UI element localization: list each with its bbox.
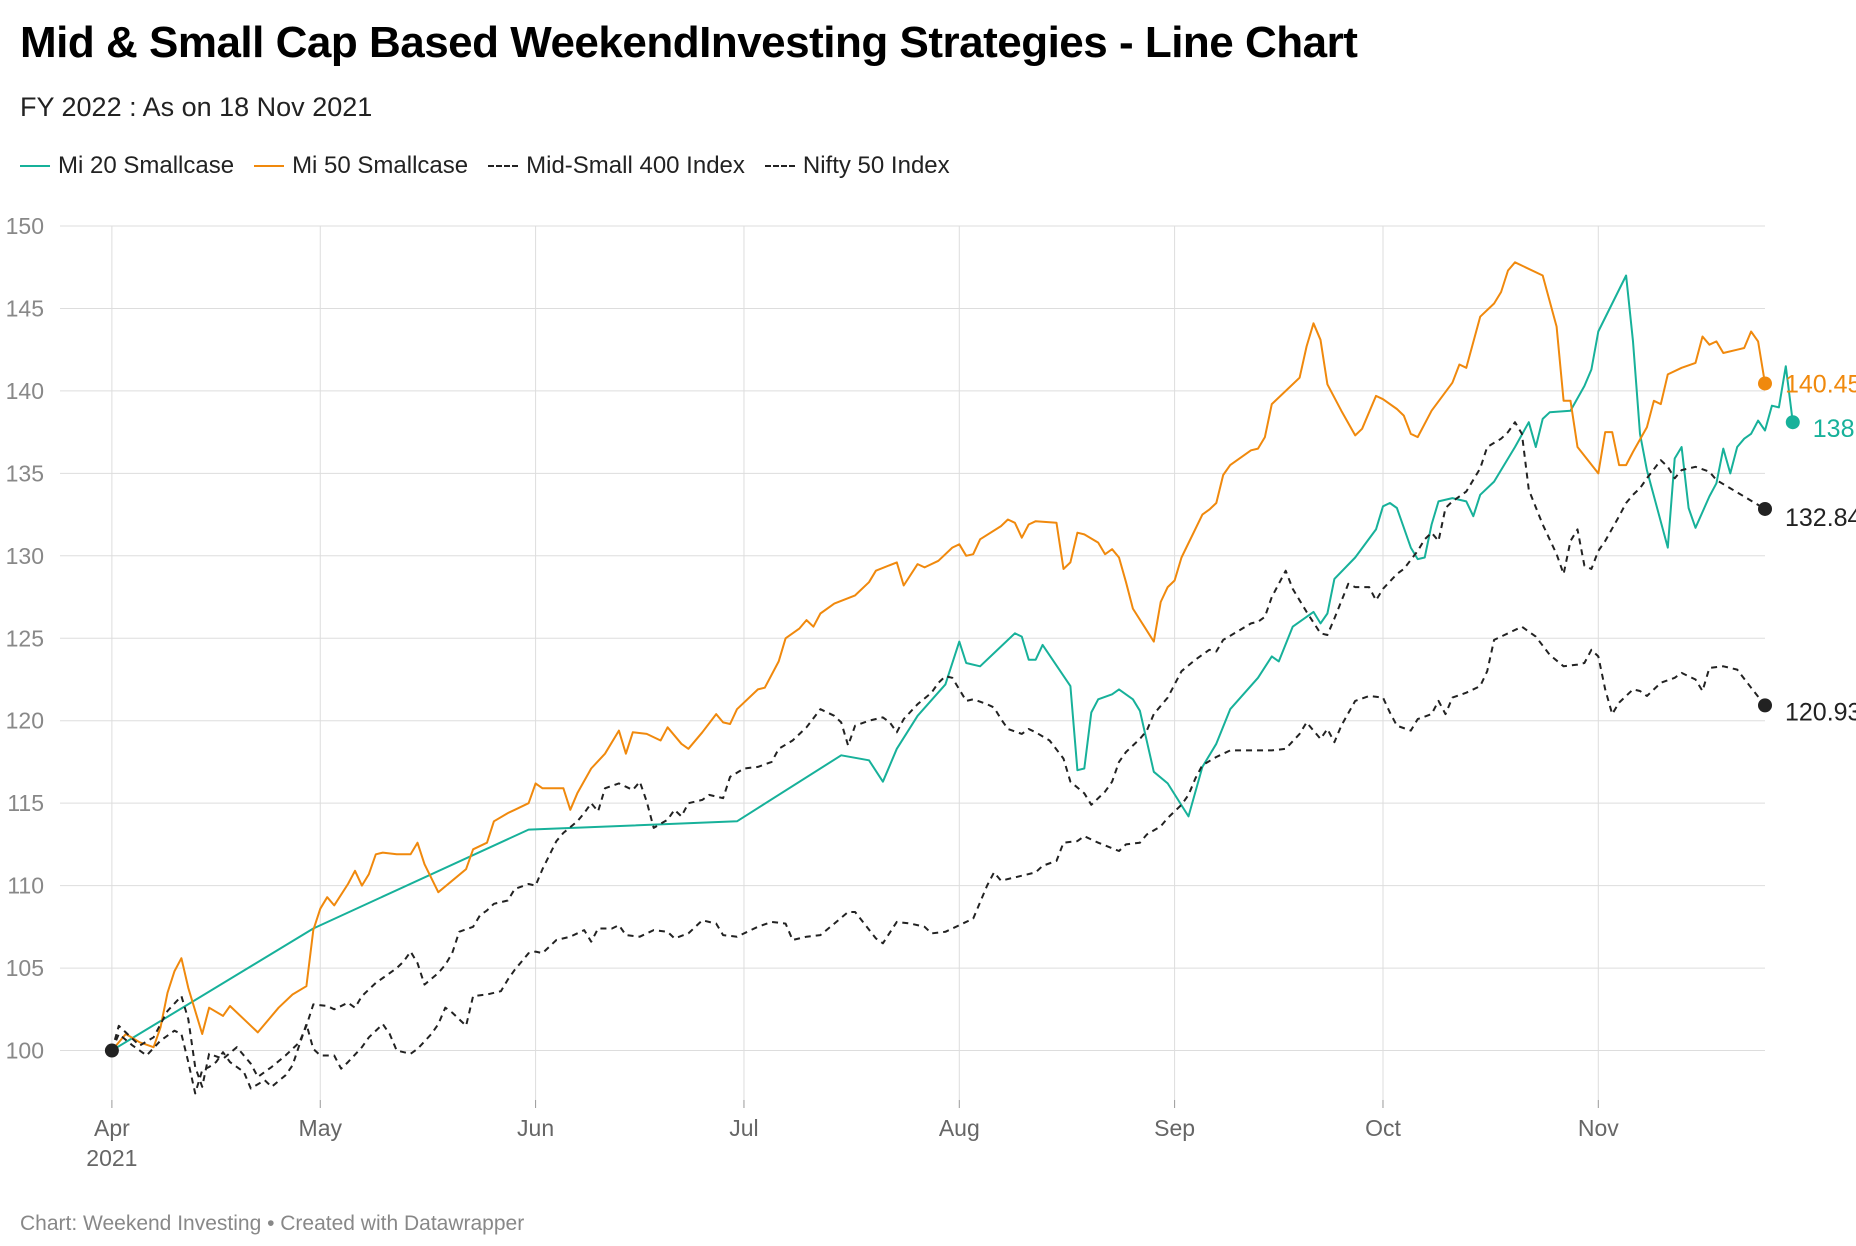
label-layer: 100 105 110 115 120 125 130 135 140 145 150 Apr 2021… xyxy=(6,213,1856,1171)
end-value-label-nifty-50-index: 120.93 xyxy=(1785,698,1856,726)
y-tick-label-100: 100 xyxy=(6,1038,44,1064)
end-value-label-mi-50-smallcase: 140.45 xyxy=(1785,370,1856,398)
series-layer xyxy=(104,261,1800,1095)
line-chart: 100 105 110 115 120 125 130 135 140 145 150 Apr 2021… xyxy=(6,213,1856,1171)
y-tick-label-110: 110 xyxy=(7,873,44,899)
end-point-nifty-50-index xyxy=(1758,698,1772,713)
y-tick-label-150: 150 xyxy=(6,213,44,239)
y-tick-label-115: 115 xyxy=(7,790,44,816)
legend-item-nifty50: Nifty 50 Index xyxy=(764,152,950,180)
x-tick-label-oct: Oct xyxy=(1365,1115,1401,1141)
x-tick-label-aug: Aug xyxy=(939,1115,980,1141)
y-tick-label-140: 140 xyxy=(6,378,44,404)
y-tick-label-130: 130 xyxy=(6,543,44,569)
y-tick-label-125: 125 xyxy=(6,625,44,651)
series-line-mid-small-400-index xyxy=(110,421,1766,1088)
legend-swatch-mi20 xyxy=(20,165,50,167)
y-tick-label-120: 120 xyxy=(6,708,44,734)
y-tick-label-135: 135 xyxy=(6,460,44,486)
legend: Mi 20 Smallcase Mi 50 Smallcase Mid-Smal… xyxy=(20,152,970,180)
legend-swatch-mi50 xyxy=(254,165,285,167)
legend-swatch-nifty50 xyxy=(764,165,795,167)
chart-title: Mid & Small Cap Based WeekendInvesting S… xyxy=(20,18,1358,67)
chart-subtitle: FY 2022 : As on 18 Nov 2021 xyxy=(20,92,373,122)
x-tick-label-jul: Jul xyxy=(729,1115,758,1141)
legend-item-mi20: Mi 20 Smallcase xyxy=(20,152,234,180)
x-tick-sublabel-apr: 2021 xyxy=(86,1145,137,1171)
x-tick-label-may: May xyxy=(299,1115,343,1141)
series-line-nifty-50-index xyxy=(110,625,1766,1095)
legend-swatch-midsmall400 xyxy=(488,165,519,167)
x-tick-label-sep: Sep xyxy=(1154,1115,1195,1141)
grid-layer xyxy=(60,225,1765,1108)
start-point xyxy=(104,1043,119,1058)
y-tick-label-105: 105 xyxy=(6,955,44,981)
x-tick-label-apr: Apr xyxy=(94,1115,130,1141)
end-point-mid-small-400-index xyxy=(1758,501,1772,516)
legend-item-mi50: Mi 50 Smallcase xyxy=(254,152,468,180)
end-point-mi-20-smallcase xyxy=(1785,415,1800,430)
x-tick-label-nov: Nov xyxy=(1578,1115,1619,1141)
end-value-label-mi-20-smallcase: 138.1 xyxy=(1813,415,1856,443)
legend-item-midsmall400: Mid-Small 400 Index xyxy=(488,152,745,180)
end-value-label-mid-small-400-index: 132.84 xyxy=(1785,504,1856,532)
legend-label-mi20: Mi 20 Smallcase xyxy=(58,152,235,179)
x-tick-label-jun: Jun xyxy=(517,1115,554,1141)
legend-label-mi50: Mi 50 Smallcase xyxy=(292,152,469,179)
y-tick-label-145: 145 xyxy=(6,295,44,321)
series-line-mi-20-smallcase xyxy=(111,274,1794,1052)
end-point-mi-50-smallcase xyxy=(1758,376,1772,391)
chart-source: Chart: Weekend Investing • Created with … xyxy=(20,1212,525,1235)
series-line-mi-50-smallcase xyxy=(111,261,1766,1052)
legend-label-midsmall400: Mid-Small 400 Index xyxy=(526,152,745,179)
legend-label-nifty50: Nifty 50 Index xyxy=(802,152,950,179)
